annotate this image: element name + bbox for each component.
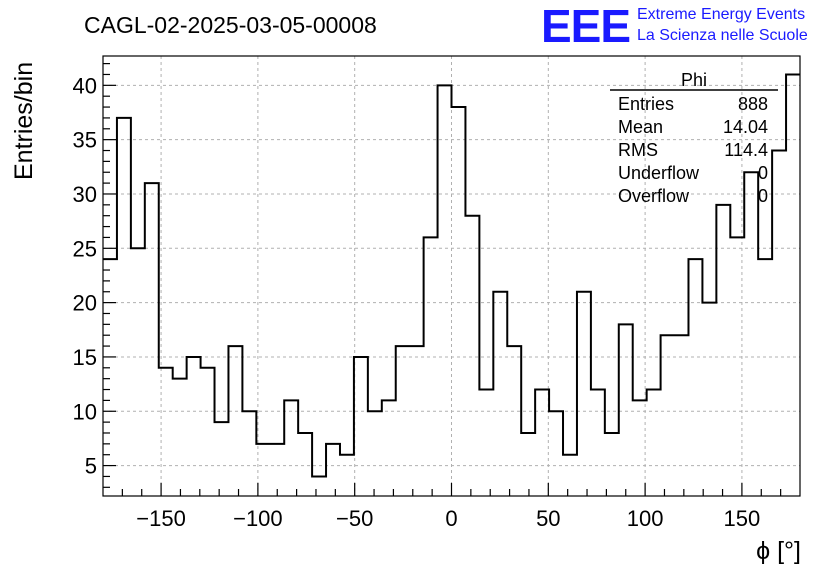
y-tick-label: 10	[73, 399, 97, 424]
histogram-bin	[228, 346, 242, 496]
histogram-bin	[159, 368, 173, 496]
histogram-bin	[298, 433, 312, 496]
logo-line-1: Extreme Energy Events	[637, 6, 805, 23]
histogram-bin	[368, 411, 382, 496]
histogram-bin	[786, 74, 800, 496]
histogram-bin	[633, 400, 647, 496]
stats-label-underflow: Underflow	[618, 163, 700, 183]
histogram-bin	[479, 390, 493, 496]
stats-label-mean: Mean	[618, 117, 663, 137]
histogram-bin	[131, 248, 145, 496]
eee-logo: EEE Extreme Energy Events La Scienza nel…	[541, 0, 808, 52]
histogram-bin	[507, 346, 521, 496]
histogram-bin	[521, 433, 535, 496]
x-tick-label: 0	[445, 506, 457, 531]
y-tick-label: 25	[73, 236, 97, 261]
histogram-bin	[549, 411, 563, 496]
x-tick-label: 50	[536, 506, 560, 531]
y-tick-label: 40	[73, 73, 97, 98]
histogram-bin	[201, 368, 215, 496]
stats-label-entries: Entries	[618, 94, 674, 114]
histogram-bin	[438, 85, 452, 496]
y-axis-ticks: 5 10 15 20 25 30 35 40	[73, 63, 116, 488]
logo-mark: EEE	[541, 0, 630, 52]
histogram-bin	[270, 444, 284, 496]
x-tick-label: −150	[136, 506, 186, 531]
histogram-bin	[758, 259, 772, 496]
histogram-bin	[591, 390, 605, 496]
logo-line-2: La Scienza nelle Scuole	[637, 27, 808, 44]
histogram-bin	[772, 151, 786, 496]
y-tick-label: 5	[85, 454, 97, 479]
histogram-bin	[424, 237, 438, 496]
histogram-bin	[730, 237, 744, 496]
histogram-bin	[187, 357, 201, 496]
stats-value-rms: 114.4	[724, 140, 768, 160]
x-axis-title: ϕ [°]	[756, 537, 801, 565]
histogram-bin	[535, 390, 549, 496]
stats-label-overflow: Overflow	[618, 186, 690, 206]
y-tick-label: 15	[73, 345, 97, 370]
histogram-bin	[173, 379, 187, 496]
stats-value-underflow: 0	[758, 163, 768, 183]
histogram-bin	[410, 346, 424, 496]
histogram-bin	[675, 335, 689, 496]
stats-value-mean: 14.04	[723, 117, 768, 137]
x-tick-label: −100	[233, 506, 283, 531]
histogram-bin	[661, 335, 675, 496]
y-tick-label: 20	[73, 291, 97, 316]
histogram-bin	[396, 346, 410, 496]
stats-value-entries: 888	[738, 94, 768, 114]
histogram-bin	[312, 476, 326, 496]
x-axis-ticks: −150 −100 −50 0 50 100 150	[121, 483, 782, 531]
x-tick-label: 100	[627, 506, 664, 531]
stats-label-rms: RMS	[618, 140, 658, 160]
histogram-bin	[688, 259, 702, 496]
histogram-bin	[242, 411, 256, 496]
histogram-step-line	[103, 73, 800, 478]
histogram-bin	[605, 433, 619, 496]
x-tick-label: 150	[724, 506, 761, 531]
histogram-bin	[702, 303, 716, 496]
y-axis-title: Entries/bin	[10, 62, 38, 180]
x-tick-label: −50	[336, 506, 373, 531]
histogram-bin	[465, 216, 479, 496]
histogram-bin	[145, 183, 159, 496]
stats-box-title: Phi	[681, 70, 707, 90]
histogram-bin	[382, 400, 396, 496]
histogram-bin	[340, 455, 354, 496]
histogram-bin	[493, 292, 507, 496]
histogram-bin	[452, 107, 466, 496]
histogram-bin	[619, 324, 633, 496]
chart-title: CAGL-02-2025-03-05-00008	[84, 12, 377, 38]
histogram-bin	[577, 292, 591, 496]
histogram-bin	[563, 455, 577, 496]
stats-box: Phi Entries 888 Mean 14.04 RMS 114.4 Und…	[610, 70, 778, 206]
histogram-series	[103, 73, 800, 496]
histogram-bin	[647, 390, 661, 496]
histogram-bin	[744, 172, 758, 496]
stats-value-overflow: 0	[758, 186, 768, 206]
histogram-bin	[326, 444, 340, 496]
y-tick-label: 35	[73, 128, 97, 153]
histogram-bin	[117, 118, 131, 496]
y-tick-label: 30	[73, 182, 97, 207]
histogram-bin	[716, 205, 730, 496]
histogram-bin	[103, 259, 117, 496]
histogram-bin	[354, 357, 368, 496]
histogram-bin	[284, 400, 298, 496]
histogram-bin	[215, 422, 229, 496]
